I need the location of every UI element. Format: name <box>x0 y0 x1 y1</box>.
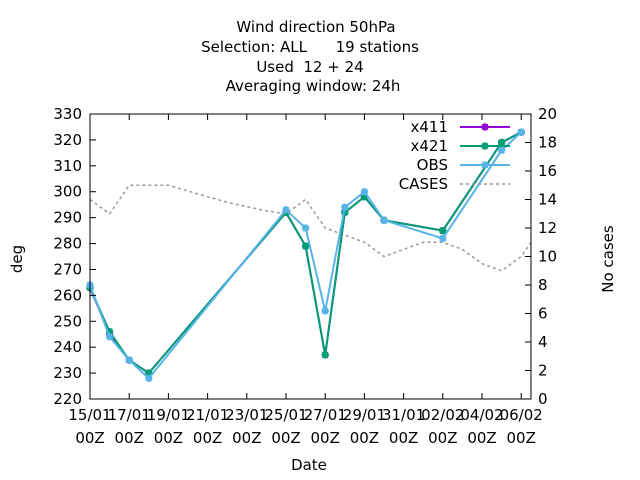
y2-tick-label: 20 <box>538 105 557 123</box>
y2-tick-label: 2 <box>538 362 548 380</box>
y-tick-label: 250 <box>53 312 82 330</box>
series-obs-point <box>360 188 368 196</box>
y2-tick-label: 18 <box>538 134 557 152</box>
chart-title-line-1: Wind direction 50hPa <box>236 18 395 36</box>
y-tick-label: 220 <box>53 390 82 408</box>
x-tick-label-time: 00Z <box>428 429 457 447</box>
chart-title-line-3: Used 12 + 24 <box>256 58 363 76</box>
series-layer <box>86 128 525 382</box>
series-obs-line <box>89 131 522 380</box>
chart-title-line-4: Averaging window: 24h <box>226 77 401 95</box>
x-tick-label: 31/01 <box>382 406 425 424</box>
x-tick-label: 19/01 <box>147 406 190 424</box>
y-axis-label: deg <box>8 245 26 273</box>
y-tick-label: 240 <box>53 338 82 356</box>
x-tick-label-time: 00Z <box>507 429 536 447</box>
x-tick-label: 21/01 <box>186 406 229 424</box>
x-tick-label-time: 00Z <box>193 429 222 447</box>
y-tick-label: 310 <box>53 157 82 175</box>
x-tick-label-time: 00Z <box>271 429 300 447</box>
x-tick-label: 06/02 <box>500 406 543 424</box>
x-tick-label: 17/01 <box>108 406 151 424</box>
series-x421-line <box>89 131 522 375</box>
legend-label-obs: OBS <box>417 156 448 174</box>
x-tick-label: 23/01 <box>225 406 268 424</box>
series-obs-point <box>341 203 349 211</box>
legend-marker-x411 <box>481 123 489 131</box>
series-obs-point <box>439 234 447 242</box>
series-x421-point <box>439 226 447 235</box>
y-tick-label: 330 <box>53 105 82 123</box>
series-x421-point <box>360 193 368 201</box>
y2-tick-label: 0 <box>538 390 548 408</box>
x-tick-label-time: 00Z <box>232 429 261 447</box>
x-tick-label-time: 00Z <box>154 429 183 447</box>
series-cases-line <box>89 184 532 272</box>
x-tick-label-time: 00Z <box>115 429 144 447</box>
chart-title: Wind direction 50hPa Selection: ALL 19 s… <box>201 18 419 95</box>
y-tick-label: 230 <box>53 364 82 382</box>
series-obs-point <box>302 224 310 232</box>
y-tick-label: 280 <box>53 235 82 253</box>
x-tick-label-time: 00Z <box>350 429 379 447</box>
series-x421-point <box>106 328 114 336</box>
x-tick-label: 29/01 <box>343 406 386 424</box>
cases-series-layer <box>89 184 532 272</box>
y2-tick-label: 12 <box>538 219 557 237</box>
series-x421-point <box>302 242 310 250</box>
plot-border <box>89 113 532 400</box>
x-tick-label: 25/01 <box>264 406 307 424</box>
y2-tick-label: 10 <box>538 248 557 266</box>
series-obs-point <box>125 356 133 364</box>
y-tick-label: 320 <box>53 131 82 149</box>
x-tick-label: 02/02 <box>421 406 464 424</box>
series-x421-point <box>145 369 153 377</box>
x-axis-label: Date <box>291 456 327 474</box>
y-tick-label: 300 <box>53 183 82 201</box>
y-tick-label: 290 <box>53 209 82 227</box>
y2-tick-label: 14 <box>538 191 557 209</box>
chart-title-line-2: Selection: ALL 19 stations <box>201 38 419 56</box>
series-x411-line <box>89 131 522 375</box>
legend-marker-obs <box>481 161 489 169</box>
x-tick-label-time: 00Z <box>311 429 340 447</box>
x-tick-label-time: 00Z <box>75 429 104 447</box>
series-obs-point <box>145 374 153 382</box>
legend-marker-x421 <box>481 142 489 150</box>
y2-tick-label: 6 <box>538 305 548 323</box>
axis-layer: 220 230 240 250 260 270 280 290 300 310 320 330 0 2 4 6… <box>53 105 557 447</box>
series-obs-point <box>517 128 525 136</box>
x-tick-label: 27/01 <box>304 406 347 424</box>
series-obs-point <box>498 146 506 154</box>
x-tick-label-time: 00Z <box>389 429 418 447</box>
x-tick-label: 04/02 <box>460 406 503 424</box>
series-obs-point <box>106 333 114 341</box>
series-obs-point <box>380 216 388 224</box>
y2-tick-label: 4 <box>538 333 548 351</box>
legend-label-x421: x421 <box>410 137 448 155</box>
series-obs-point <box>282 206 290 214</box>
series-x421-point <box>321 351 329 359</box>
legend-label-cases: CASES <box>399 175 448 193</box>
y2-tick-label: 16 <box>538 162 557 180</box>
x-tick-label: 15/01 <box>68 406 111 424</box>
series-x421-point <box>498 138 506 147</box>
y-tick-label: 260 <box>53 286 82 304</box>
legend-label-x411: x411 <box>410 118 448 136</box>
y2-tick-label: 8 <box>538 276 548 294</box>
y-tick-label: 270 <box>53 260 82 278</box>
x-tick-label-time: 00Z <box>467 429 496 447</box>
y2-axis-label: No cases <box>599 225 617 293</box>
series-obs-point <box>321 307 329 315</box>
